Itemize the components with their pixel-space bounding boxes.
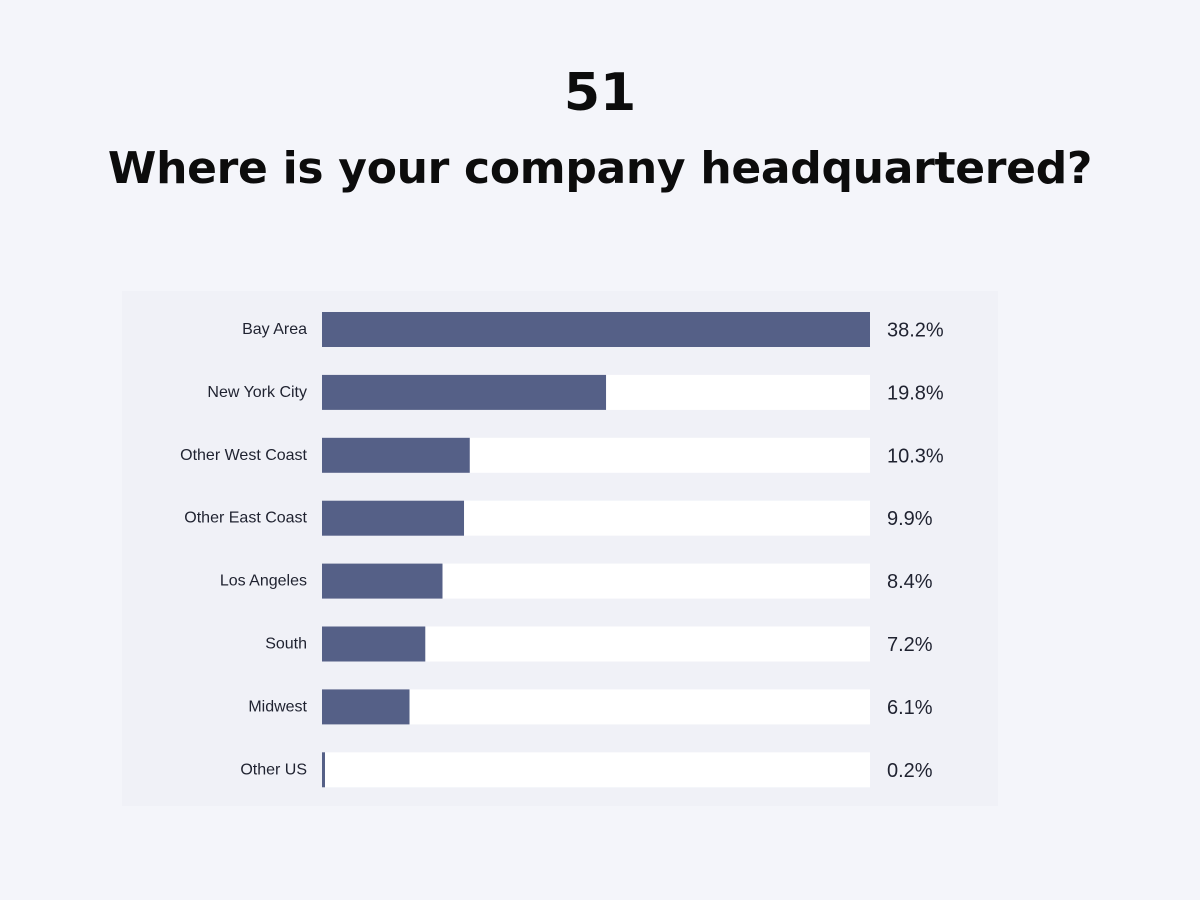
category-label: Los Angeles [220, 573, 307, 590]
bar [322, 374, 607, 410]
bar-track [322, 689, 870, 725]
bar [322, 626, 426, 662]
question-title: Where is your company headquartered? [107, 143, 1093, 194]
value-label: 9.9% [887, 508, 933, 530]
category-label: South [265, 636, 307, 653]
category-label: Bay Area [242, 321, 307, 338]
bar [322, 689, 410, 725]
value-label: 6.1% [887, 697, 933, 719]
category-label: Other East Coast [184, 510, 307, 527]
bar [322, 437, 470, 473]
question-number: 51 [563, 63, 637, 123]
bar-track [322, 752, 870, 788]
value-label: 0.2% [887, 760, 933, 782]
category-label: Midwest [248, 698, 307, 715]
category-label: Other US [240, 761, 307, 778]
category-label: Other West Coast [180, 447, 307, 464]
value-label: 10.3% [887, 445, 944, 467]
category-label: New York City [207, 384, 307, 401]
bar [322, 312, 870, 347]
bar [322, 752, 325, 788]
value-label: 8.4% [887, 571, 933, 593]
value-label: 7.2% [887, 634, 933, 656]
bar [322, 500, 465, 536]
bar [322, 563, 443, 599]
value-label: 38.2% [887, 320, 944, 342]
value-label: 19.8% [887, 382, 944, 404]
